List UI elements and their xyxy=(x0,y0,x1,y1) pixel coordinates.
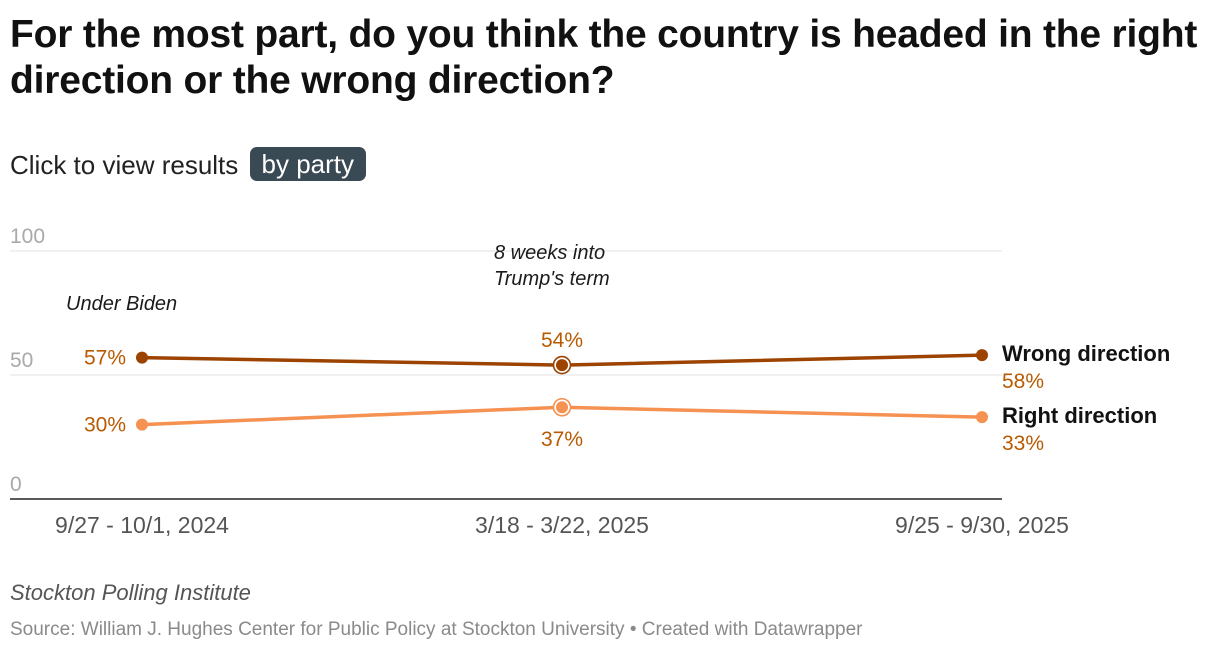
chart-notes: Stockton Polling Institute xyxy=(10,580,251,605)
annotations: Under Biden 8 weeks into Trump's term xyxy=(66,242,610,315)
data-point xyxy=(556,401,568,414)
series-right-direction: 30% 37% Right direction 33% xyxy=(84,397,1157,455)
series-name-label: Right direction xyxy=(1002,403,1157,428)
y-tick-label: 0 xyxy=(10,473,22,496)
by-party-button[interactable]: by party xyxy=(249,147,367,181)
annotation-under-biden: Under Biden xyxy=(66,293,177,315)
x-tick-label: 9/25 - 9/30, 2025 xyxy=(895,512,1069,538)
data-label: 58% xyxy=(1002,370,1044,393)
x-tick-label: 9/27 - 10/1, 2024 xyxy=(55,512,229,538)
line-chart: 0 50 100 9/27 - 10/1, 2024 3/18 - 3/22, 202… xyxy=(10,225,1170,538)
y-tick-label: 50 xyxy=(10,349,33,372)
data-point xyxy=(136,418,148,431)
data-point xyxy=(976,349,988,362)
x-axis-ticks: 9/27 - 10/1, 2024 3/18 - 3/22, 2025 9/25 -… xyxy=(55,512,1069,538)
data-label: 57% xyxy=(84,347,126,370)
data-point xyxy=(556,359,568,372)
y-axis-ticks: 0 50 100 xyxy=(10,225,45,496)
series-name-label: Wrong direction xyxy=(1002,341,1170,366)
data-point xyxy=(136,351,148,364)
series-lines: 57% 54% Wrong direction 58% 30% 37% Right dire… xyxy=(84,329,1170,455)
series-wrong-direction: 57% 54% Wrong direction 58% xyxy=(84,329,1170,393)
gridlines xyxy=(10,250,1002,500)
data-label: 54% xyxy=(541,329,583,352)
x-tick-label: 3/18 - 3/22, 2025 xyxy=(475,512,649,538)
data-label: 33% xyxy=(1002,432,1044,455)
chart-title: For the most part, do you think the coun… xyxy=(10,13,1198,102)
data-label: 30% xyxy=(84,414,126,437)
data-label: 37% xyxy=(541,428,583,451)
annotation-trump-term-line: Trump's term xyxy=(494,268,610,290)
data-point xyxy=(976,411,988,424)
chart-subtitle: Click to view results by party xyxy=(10,147,367,183)
annotation-trump-term-line: 8 weeks into xyxy=(494,242,605,264)
subtitle-text: Click to view results xyxy=(10,150,239,180)
chart-source: Source: William J. Hughes Center for Pub… xyxy=(10,619,863,640)
y-tick-label: 100 xyxy=(10,225,45,248)
